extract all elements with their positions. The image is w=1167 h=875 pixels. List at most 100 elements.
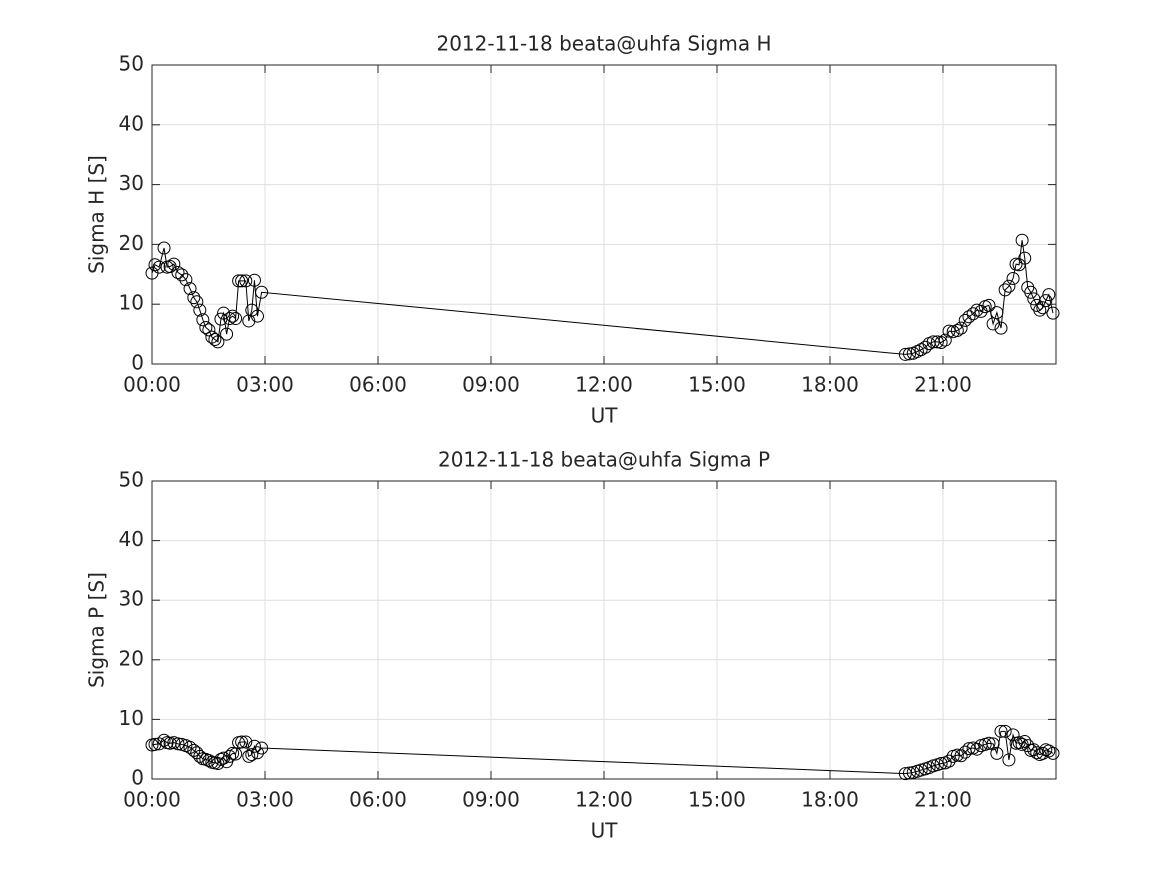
- data-point: [250, 746, 264, 760]
- data-point: [1006, 271, 1020, 285]
- axes-frame: [151, 64, 1057, 365]
- data-point: [255, 741, 269, 755]
- data-point: [171, 737, 185, 751]
- data-point: [986, 317, 1000, 331]
- data-point: [220, 327, 234, 341]
- data-point: [1046, 306, 1060, 320]
- data-point: [239, 274, 253, 288]
- y-axis-label: Sigma H [S]: [85, 155, 109, 274]
- data-point: [898, 347, 912, 361]
- data-point: [242, 749, 256, 763]
- x-tick-label: 06:00: [349, 373, 407, 397]
- data-point: [950, 748, 964, 762]
- data-point: [193, 749, 207, 763]
- data-point: [1036, 301, 1050, 315]
- data-point: [1002, 753, 1016, 767]
- x-tick-label: 21:00: [914, 788, 972, 812]
- data-point: [157, 241, 171, 255]
- data-point: [1024, 285, 1038, 299]
- data-point: [229, 312, 243, 326]
- x-axis-label: UT: [591, 819, 619, 843]
- data-point: [1039, 294, 1053, 308]
- data-point: [954, 749, 968, 763]
- data-point: [998, 283, 1012, 297]
- data-point: [245, 748, 259, 762]
- data-point: [199, 321, 213, 335]
- data-point: [171, 266, 185, 280]
- data-point: [250, 309, 264, 323]
- data-point: [990, 306, 1004, 320]
- data-point: [898, 767, 912, 781]
- x-tick-label: 03:00: [236, 788, 294, 812]
- y-tick-label: 30: [119, 171, 144, 195]
- y-tick-label: 20: [119, 646, 144, 670]
- x-tick-label: 06:00: [349, 788, 407, 812]
- y-tick-label: 40: [119, 527, 144, 551]
- axes-frame: [151, 480, 1057, 780]
- y-tick-label: 0: [131, 351, 144, 375]
- y-tick-label: 50: [119, 468, 144, 492]
- data-point: [247, 739, 261, 753]
- x-tick-label: 00:00: [123, 373, 181, 397]
- data-point: [942, 324, 956, 338]
- data-point: [982, 298, 996, 312]
- data-point: [1012, 736, 1026, 750]
- data-point: [958, 313, 972, 327]
- x-tick-label: 15:00: [688, 373, 746, 397]
- data-point: [211, 335, 225, 349]
- x-tick-label: 09:00: [462, 788, 520, 812]
- data-point: [1018, 734, 1032, 748]
- y-tick-label: 10: [119, 706, 144, 730]
- data-point: [950, 324, 964, 338]
- data-point: [1036, 746, 1050, 760]
- data-point: [998, 724, 1012, 738]
- x-tick-label: 18:00: [801, 373, 859, 397]
- data-point: [157, 733, 171, 747]
- data-point: [1002, 279, 1016, 293]
- y-tick-label: 40: [119, 111, 144, 135]
- data-point: [187, 291, 201, 305]
- data-point: [239, 735, 253, 749]
- x-tick-label: 03:00: [236, 373, 294, 397]
- y-tick-label: 10: [119, 291, 144, 315]
- data-point: [1042, 288, 1056, 302]
- data-point: [966, 307, 980, 321]
- data-point: [190, 295, 204, 309]
- data-point: [982, 736, 996, 750]
- data-point: [247, 273, 261, 287]
- data-point: [934, 335, 948, 349]
- x-axis-label: UT: [591, 404, 619, 428]
- data-point: [214, 752, 228, 766]
- data-point: [175, 268, 189, 282]
- y-tick-label: 50: [119, 52, 144, 76]
- x-tick-label: 09:00: [462, 373, 520, 397]
- data-point: [226, 309, 240, 323]
- data-point: [994, 321, 1008, 335]
- data-point: [193, 303, 207, 317]
- y-tick-label: 0: [131, 766, 144, 790]
- data-point: [1015, 737, 1029, 751]
- data-point: [1015, 233, 1029, 247]
- data-point: [202, 323, 216, 337]
- data-point: [223, 312, 237, 326]
- x-tick-label: 21:00: [914, 373, 972, 397]
- data-point: [934, 757, 948, 771]
- data-point: [962, 310, 976, 324]
- data-point: [902, 347, 916, 361]
- data-point: [152, 737, 166, 751]
- x-tick-label: 15:00: [688, 788, 746, 812]
- data-point: [970, 742, 984, 756]
- chart-title: 2012-11-18 beata@uhfa Sigma P: [438, 448, 770, 472]
- x-tick-label: 12:00: [575, 373, 633, 397]
- data-point: [152, 260, 166, 274]
- data-point: [1042, 744, 1056, 758]
- data-point: [235, 735, 249, 749]
- data-point: [255, 285, 269, 299]
- x-tick-label: 18:00: [801, 788, 859, 812]
- data-point: [1033, 303, 1047, 317]
- data-point: [223, 749, 237, 763]
- y-tick-label: 30: [119, 587, 144, 611]
- data-point: [183, 282, 197, 296]
- x-tick-label: 12:00: [575, 788, 633, 812]
